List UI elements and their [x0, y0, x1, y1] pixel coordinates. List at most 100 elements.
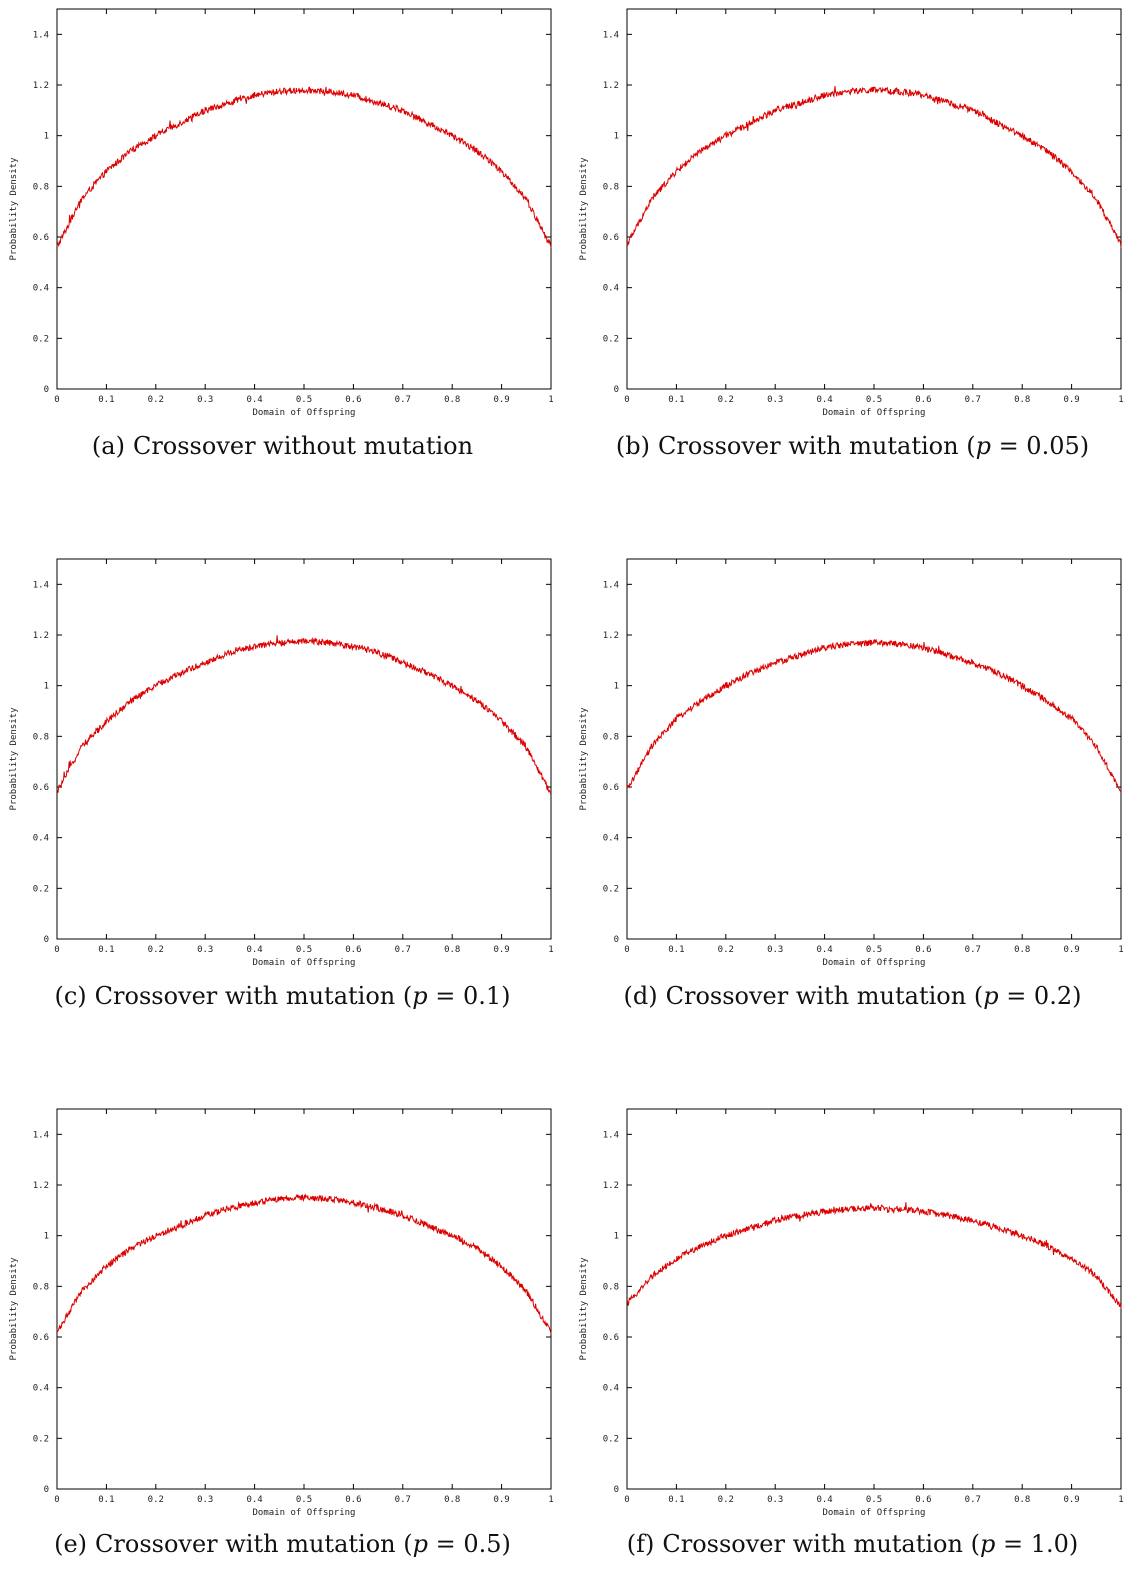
y-tick-label: 1.2 [603, 1181, 619, 1191]
y-axis-title: Probability Density [9, 707, 19, 811]
x-tick-label: 0.8 [444, 945, 460, 955]
y-tick-label: 1 [44, 1232, 49, 1242]
y-axis-title: Probability Density [9, 1257, 19, 1361]
x-tick-label: 0.4 [816, 395, 832, 405]
y-tick-label: 1 [614, 132, 619, 142]
x-tick-label: 0.4 [816, 945, 832, 955]
x-tick-label: 0 [624, 945, 629, 955]
x-tick-label: 0.1 [98, 945, 114, 955]
density-series-line [626, 1202, 1122, 1309]
x-tick-label: 0 [54, 395, 59, 405]
x-tick-label: 0.9 [493, 945, 509, 955]
caption-value: = 0.05) [990, 432, 1090, 460]
y-tick-label: 1.4 [33, 580, 49, 590]
y-tick-label: 0 [44, 935, 49, 945]
chart-panel: 0 0.1 0.2 0.3 0.4 0.5 0.6 0.7 0.8 0.9 1 0 0.2 0.4 0.6 0… [570, 1100, 1135, 1560]
y-tick-label: 1 [44, 682, 49, 692]
x-tick-label: 0 [54, 1495, 59, 1505]
y-tick-label: 1.4 [603, 1130, 619, 1140]
y-axis-title: Probability Density [579, 1257, 589, 1361]
y-tick-label: 0.8 [33, 182, 49, 192]
x-tick-label: 0.5 [296, 395, 312, 405]
y-tick-label: 0.8 [603, 1282, 619, 1292]
x-tick-label: 0.8 [1014, 1495, 1030, 1505]
x-tick-label: 0.7 [395, 395, 411, 405]
x-tick-label: 0.8 [444, 1495, 460, 1505]
x-axis-title: Domain of Offspring [253, 1508, 356, 1518]
x-tick-label: 0.8 [1014, 395, 1030, 405]
plot-frame [626, 8, 1122, 390]
subfigure-caption: (f) Crossover with mutation (p = 1.0) [570, 1530, 1135, 1558]
x-tick-label: 0.5 [866, 945, 882, 955]
y-tick-label: 0.4 [603, 1384, 619, 1394]
chart-panel: 0 0.1 0.2 0.3 0.4 0.5 0.6 0.7 0.8 0.9 1 0 0.2 0.4 0.6 0… [570, 550, 1135, 1010]
y-tick-label: 1.4 [603, 580, 619, 590]
chart-svg: 0 0.1 0.2 0.3 0.4 0.5 0.6 0.7 0.8 0.9 1 0 0.2 0.4 0.6 0… [9, 558, 554, 968]
y-tick-label: 0.6 [603, 783, 619, 793]
x-axis-title: Domain of Offspring [253, 408, 356, 418]
x-tick-label: 1 [548, 395, 553, 405]
chart-svg: 0 0.1 0.2 0.3 0.4 0.5 0.6 0.7 0.8 0.9 1 0 0.2 0.4 0.6 0… [9, 8, 554, 418]
x-tick-label: 0.7 [965, 395, 981, 405]
x-tick-label: 0.9 [1063, 395, 1079, 405]
subfigure-label: (d) [623, 982, 658, 1010]
caption-text: Crossover with mutation ( [95, 1530, 413, 1558]
caption-value: = 0.5) [427, 1530, 511, 1558]
x-tick-label: 0.8 [1014, 945, 1030, 955]
y-tick-label: 0.4 [33, 284, 49, 294]
y-tick-label: 0.2 [603, 1434, 619, 1444]
y-axis-title: Probability Density [9, 157, 19, 261]
y-tick-label: 0.2 [33, 1434, 49, 1444]
subfigure-caption: (e) Crossover with mutation (p = 0.5) [0, 1530, 565, 1558]
y-tick-label: 0 [44, 385, 49, 395]
x-tick-label: 0.3 [197, 395, 213, 405]
x-tick-label: 0.4 [246, 1495, 262, 1505]
y-tick-label: 0.6 [33, 233, 49, 243]
subfigure-label: (f) [626, 1530, 655, 1558]
subfigure-caption: (b) Crossover with mutation (p = 0.05) [570, 432, 1135, 460]
density-series-line [626, 638, 1122, 793]
y-tick-label: 0.2 [33, 334, 49, 344]
caption-value: = 0.2) [998, 982, 1082, 1010]
y-tick-label: 0.6 [603, 1333, 619, 1343]
y-tick-label: 0.4 [603, 834, 619, 844]
y-tick-label: 1.2 [603, 631, 619, 641]
y-tick-label: 1.4 [33, 30, 49, 40]
y-tick-label: 1.4 [33, 1130, 49, 1140]
chart-panel: 0 0.1 0.2 0.3 0.4 0.5 0.6 0.7 0.8 0.9 1 0 0.2 0.4 0.6 0… [0, 0, 565, 460]
chart-panel: 0 0.1 0.2 0.3 0.4 0.5 0.6 0.7 0.8 0.9 1 0 0.2 0.4 0.6 0… [0, 550, 565, 1010]
x-tick-label: 0.5 [296, 945, 312, 955]
chart-svg: 0 0.1 0.2 0.3 0.4 0.5 0.6 0.7 0.8 0.9 1 0 0.2 0.4 0.6 0… [9, 1108, 554, 1518]
x-tick-label: 0.2 [718, 1495, 734, 1505]
density-series-line [56, 1193, 552, 1335]
y-axis-title: Probability Density [579, 707, 589, 811]
x-tick-label: 0.9 [493, 1495, 509, 1505]
y-tick-label: 0.8 [33, 1282, 49, 1292]
x-tick-label: 0.2 [718, 945, 734, 955]
x-tick-label: 0.3 [767, 945, 783, 955]
x-tick-label: 0.6 [915, 1495, 931, 1505]
x-tick-label: 0.9 [1063, 1495, 1079, 1505]
y-tick-label: 1.4 [603, 30, 619, 40]
subfigure-label: (b) [615, 432, 650, 460]
x-tick-label: 0.1 [98, 1495, 114, 1505]
y-tick-label: 0.2 [603, 334, 619, 344]
x-tick-label: 0.7 [965, 1495, 981, 1505]
y-tick-label: 0.8 [603, 182, 619, 192]
x-tick-label: 1 [1118, 945, 1123, 955]
y-tick-label: 0.4 [603, 284, 619, 294]
y-tick-label: 1.2 [33, 1181, 49, 1191]
x-tick-label: 0.9 [493, 395, 509, 405]
x-tick-label: 0.2 [148, 1495, 164, 1505]
y-tick-label: 1 [44, 132, 49, 142]
x-tick-label: 0.1 [668, 945, 684, 955]
x-tick-label: 0.4 [246, 395, 262, 405]
x-tick-label: 0.7 [395, 1495, 411, 1505]
x-tick-label: 0.6 [345, 945, 361, 955]
x-tick-label: 0.2 [718, 395, 734, 405]
caption-text: Crossover with mutation ( [94, 982, 413, 1010]
x-tick-label: 0.9 [1063, 945, 1079, 955]
subfigure-caption: (c) Crossover with mutation (p = 0.1) [0, 982, 565, 1010]
x-tick-label: 0.4 [816, 1495, 832, 1505]
y-axis-title: Probability Density [579, 157, 589, 261]
